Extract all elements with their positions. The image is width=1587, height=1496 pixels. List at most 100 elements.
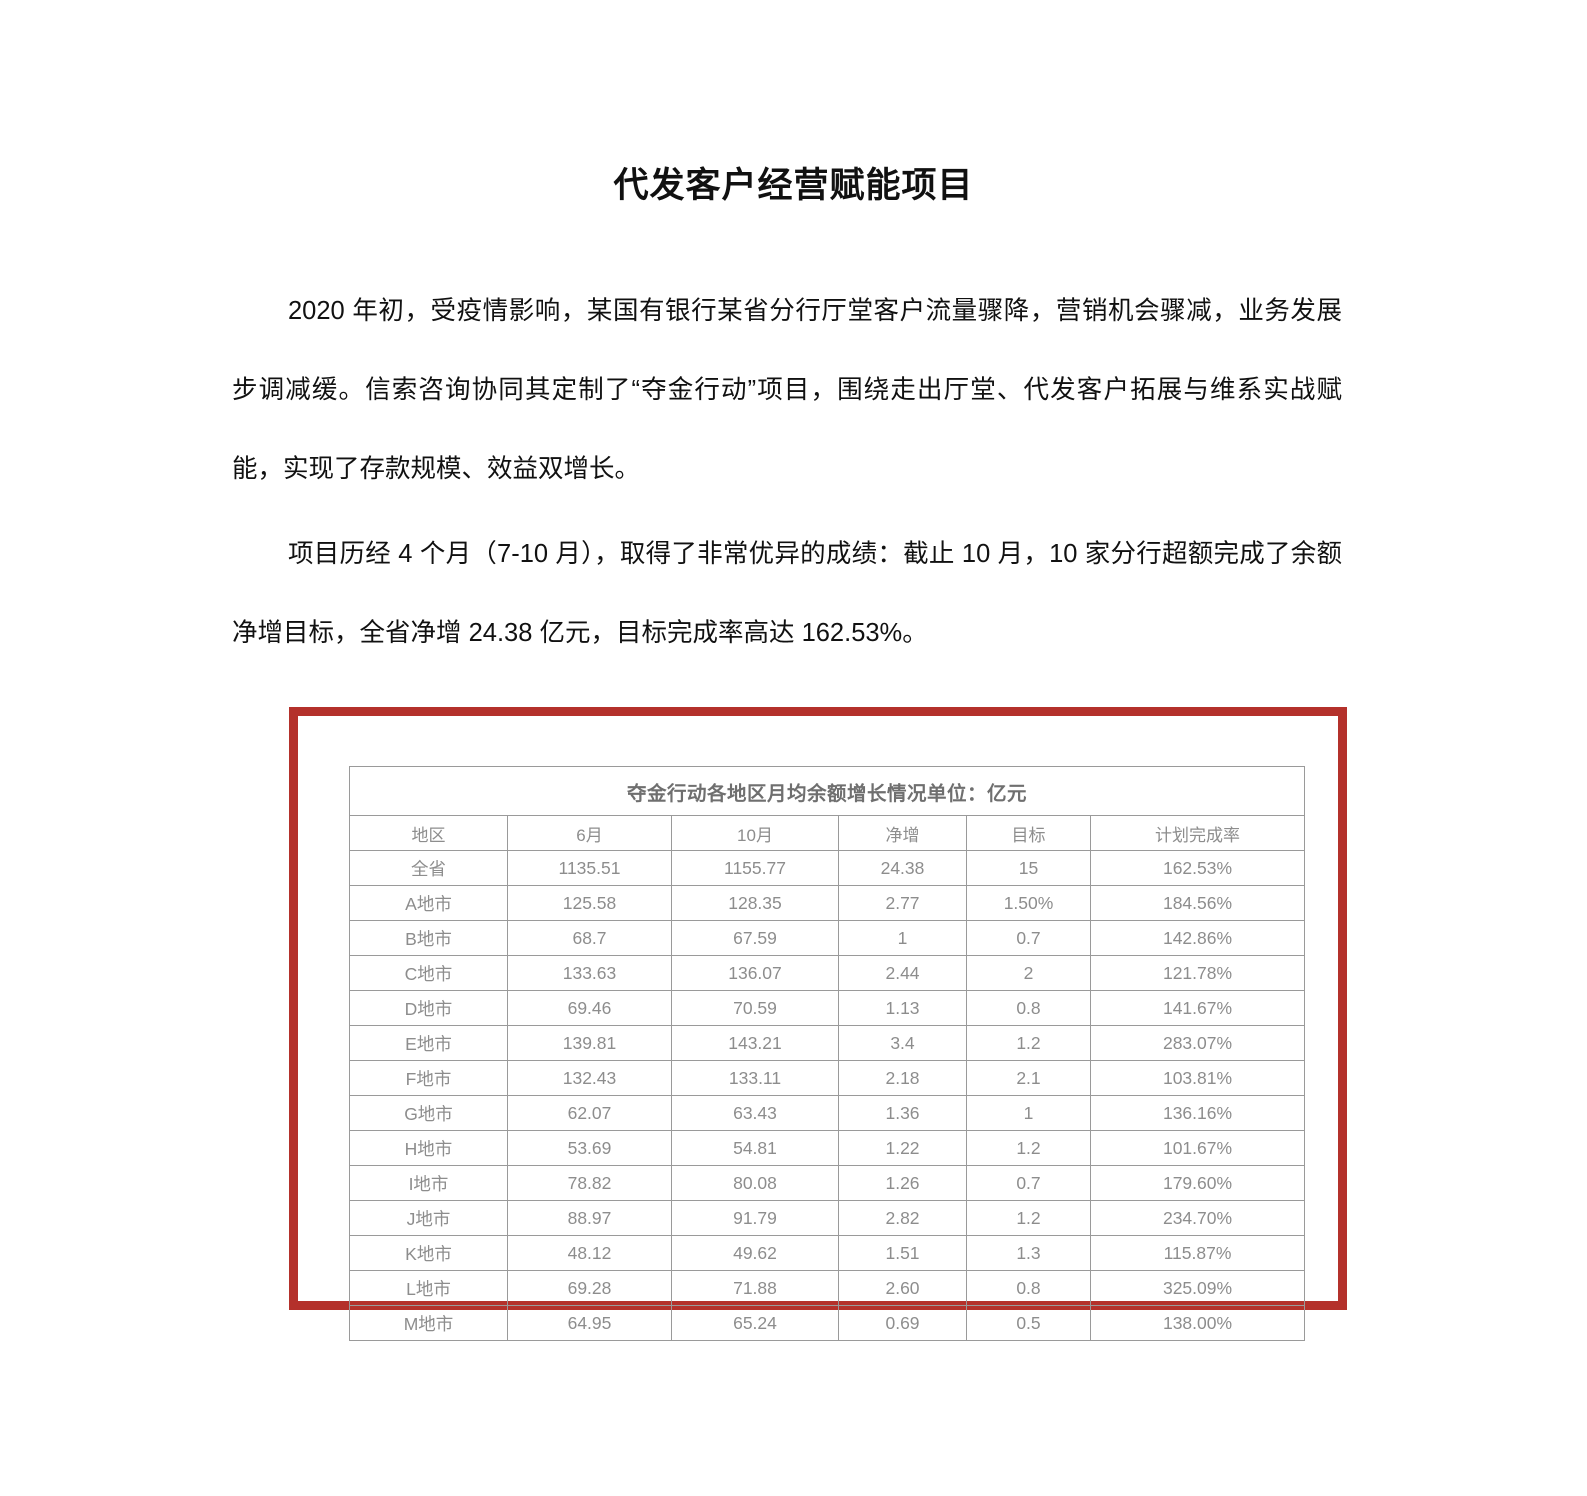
cell-june: 78.82 [507, 1165, 672, 1201]
cell-net-growth: 1.22 [838, 1130, 967, 1166]
table-row: D地市 69.46 70.59 1.13 0.8 141.67% [349, 990, 1306, 1026]
cell-region: B地市 [349, 920, 508, 956]
cell-region: 全省 [349, 850, 508, 886]
cell-october: 1155.77 [671, 850, 839, 886]
table-row: I地市 78.82 80.08 1.26 0.7 179.60% [349, 1165, 1306, 1201]
cell-june: 88.97 [507, 1200, 672, 1236]
column-header-completion-rate: 计划完成率 [1089, 815, 1306, 851]
cell-net-growth: 3.4 [838, 1025, 967, 1061]
cell-net-growth: 24.38 [838, 850, 967, 886]
cell-june: 69.28 [507, 1270, 672, 1306]
figure-inner-panel: 夺金行动各地区月均余额增长情况单位：亿元 地区 6月 10月 净增 目标 计划完… [298, 716, 1338, 1341]
cell-completion-rate: 184.56% [1089, 885, 1306, 921]
cell-net-growth: 2.18 [838, 1060, 967, 1096]
cell-completion-rate: 162.53% [1089, 850, 1306, 886]
column-header-october: 10月 [671, 815, 839, 851]
page-title: 代发客户经营赋能项目 [613, 166, 974, 206]
cell-goal: 1.2 [966, 1130, 1091, 1166]
cell-october: 65.24 [671, 1305, 839, 1341]
cell-region: M地市 [349, 1305, 508, 1341]
cell-october: 67.59 [671, 920, 839, 956]
table-row: J地市 88.97 91.79 2.82 1.2 234.70% [349, 1200, 1306, 1236]
table-row: L地市 69.28 71.88 2.60 0.8 325.09% [349, 1270, 1306, 1306]
cell-goal: 0.7 [966, 1165, 1091, 1201]
cell-region: L地市 [349, 1270, 508, 1306]
cell-region: F地市 [349, 1060, 508, 1096]
cell-goal: 1.50% [966, 885, 1091, 921]
cell-net-growth: 1.13 [838, 990, 967, 1026]
cell-goal: 2.1 [966, 1060, 1091, 1096]
cell-completion-rate: 142.86% [1089, 920, 1306, 956]
cell-october: 71.88 [671, 1270, 839, 1306]
cell-completion-rate: 101.67% [1089, 1130, 1306, 1166]
cell-region: I地市 [349, 1165, 508, 1201]
column-header-june: 6月 [507, 815, 672, 851]
table-row: G地市 62.07 63.43 1.36 1 136.16% [349, 1095, 1306, 1131]
cell-october: 49.62 [671, 1235, 839, 1271]
cell-goal: 1.3 [966, 1235, 1091, 1271]
cell-october: 91.79 [671, 1200, 839, 1236]
cell-net-growth: 1.26 [838, 1165, 967, 1201]
cell-region: A地市 [349, 885, 508, 921]
table-body: 夺金行动各地区月均余额增长情况单位：亿元 地区 6月 10月 净增 目标 计划完… [348, 766, 1306, 1341]
paragraph-2: 项目历经 4 个月（7-10 月），取得了非常优异的成绩：截止 10 月，10 … [232, 540, 1342, 647]
document-body: 2020 年初，受疫情影响，某国有银行某省分行厅堂客户流量骤降，营销机会骤减，业… [232, 272, 1342, 679]
cell-region: H地市 [349, 1130, 508, 1166]
table-row: M地市 64.95 65.24 0.69 0.5 138.00% [349, 1305, 1306, 1341]
cell-goal: 1 [966, 1095, 1091, 1131]
cell-goal: 1.2 [966, 1200, 1091, 1236]
cell-october: 80.08 [671, 1165, 839, 1201]
cell-june: 68.7 [507, 920, 672, 956]
table-row: C地市 133.63 136.07 2.44 2 121.78% [349, 955, 1306, 991]
cell-completion-rate: 179.60% [1089, 1165, 1306, 1201]
cell-goal: 0.5 [966, 1305, 1091, 1341]
cell-october: 128.35 [671, 885, 839, 921]
column-header-region: 地区 [349, 815, 508, 851]
cell-october: 70.59 [671, 990, 839, 1026]
cell-net-growth: 2.82 [838, 1200, 967, 1236]
cell-goal: 0.8 [966, 1270, 1091, 1306]
cell-completion-rate: 136.16% [1089, 1095, 1306, 1131]
cell-net-growth: 1 [838, 920, 967, 956]
cell-october: 143.21 [671, 1025, 839, 1061]
cell-june: 62.07 [507, 1095, 672, 1131]
table-row: E地市 139.81 143.21 3.4 1.2 283.07% [349, 1025, 1306, 1061]
cell-goal: 1.2 [966, 1025, 1091, 1061]
column-header-net-growth: 净增 [838, 815, 967, 851]
table-row: A地市 125.58 128.35 2.77 1.50% 184.56% [349, 885, 1306, 921]
table-header-row: 地区 6月 10月 净增 目标 计划完成率 [349, 815, 1306, 851]
cell-june: 133.63 [507, 955, 672, 991]
cell-net-growth: 2.44 [838, 955, 967, 991]
table-caption: 夺金行动各地区月均余额增长情况单位：亿元 [348, 766, 1306, 816]
balance-growth-table: 夺金行动各地区月均余额增长情况单位：亿元 地区 6月 10月 净增 目标 计划完… [348, 766, 1306, 1341]
data-table-container: 夺金行动各地区月均余额增长情况单位：亿元 地区 6月 10月 净增 目标 计划完… [348, 766, 1306, 1341]
cell-completion-rate: 121.78% [1089, 955, 1306, 991]
cell-net-growth: 0.69 [838, 1305, 967, 1341]
cell-october: 136.07 [671, 955, 839, 991]
cell-october: 54.81 [671, 1130, 839, 1166]
cell-completion-rate: 283.07% [1089, 1025, 1306, 1061]
table-row: 全省 1135.51 1155.77 24.38 15 162.53% [349, 850, 1306, 886]
cell-goal: 2 [966, 955, 1091, 991]
cell-completion-rate: 234.70% [1089, 1200, 1306, 1236]
table-caption-row: 夺金行动各地区月均余额增长情况单位：亿元 [348, 766, 1306, 816]
cell-goal: 0.7 [966, 920, 1091, 956]
table-row: K地市 48.12 49.62 1.51 1.3 115.87% [349, 1235, 1306, 1271]
cell-june: 64.95 [507, 1305, 672, 1341]
cell-region: J地市 [349, 1200, 508, 1236]
cell-june: 125.58 [507, 885, 672, 921]
cell-june: 139.81 [507, 1025, 672, 1061]
cell-net-growth: 1.36 [838, 1095, 967, 1131]
cell-june: 48.12 [507, 1235, 672, 1271]
cell-region: C地市 [349, 955, 508, 991]
cell-june: 69.46 [507, 990, 672, 1026]
cell-net-growth: 2.60 [838, 1270, 967, 1306]
cell-region: E地市 [349, 1025, 508, 1061]
cell-region: D地市 [349, 990, 508, 1026]
cell-october: 63.43 [671, 1095, 839, 1131]
cell-net-growth: 1.51 [838, 1235, 967, 1271]
cell-net-growth: 2.77 [838, 885, 967, 921]
cell-completion-rate: 103.81% [1089, 1060, 1306, 1096]
cell-june: 53.69 [507, 1130, 672, 1166]
